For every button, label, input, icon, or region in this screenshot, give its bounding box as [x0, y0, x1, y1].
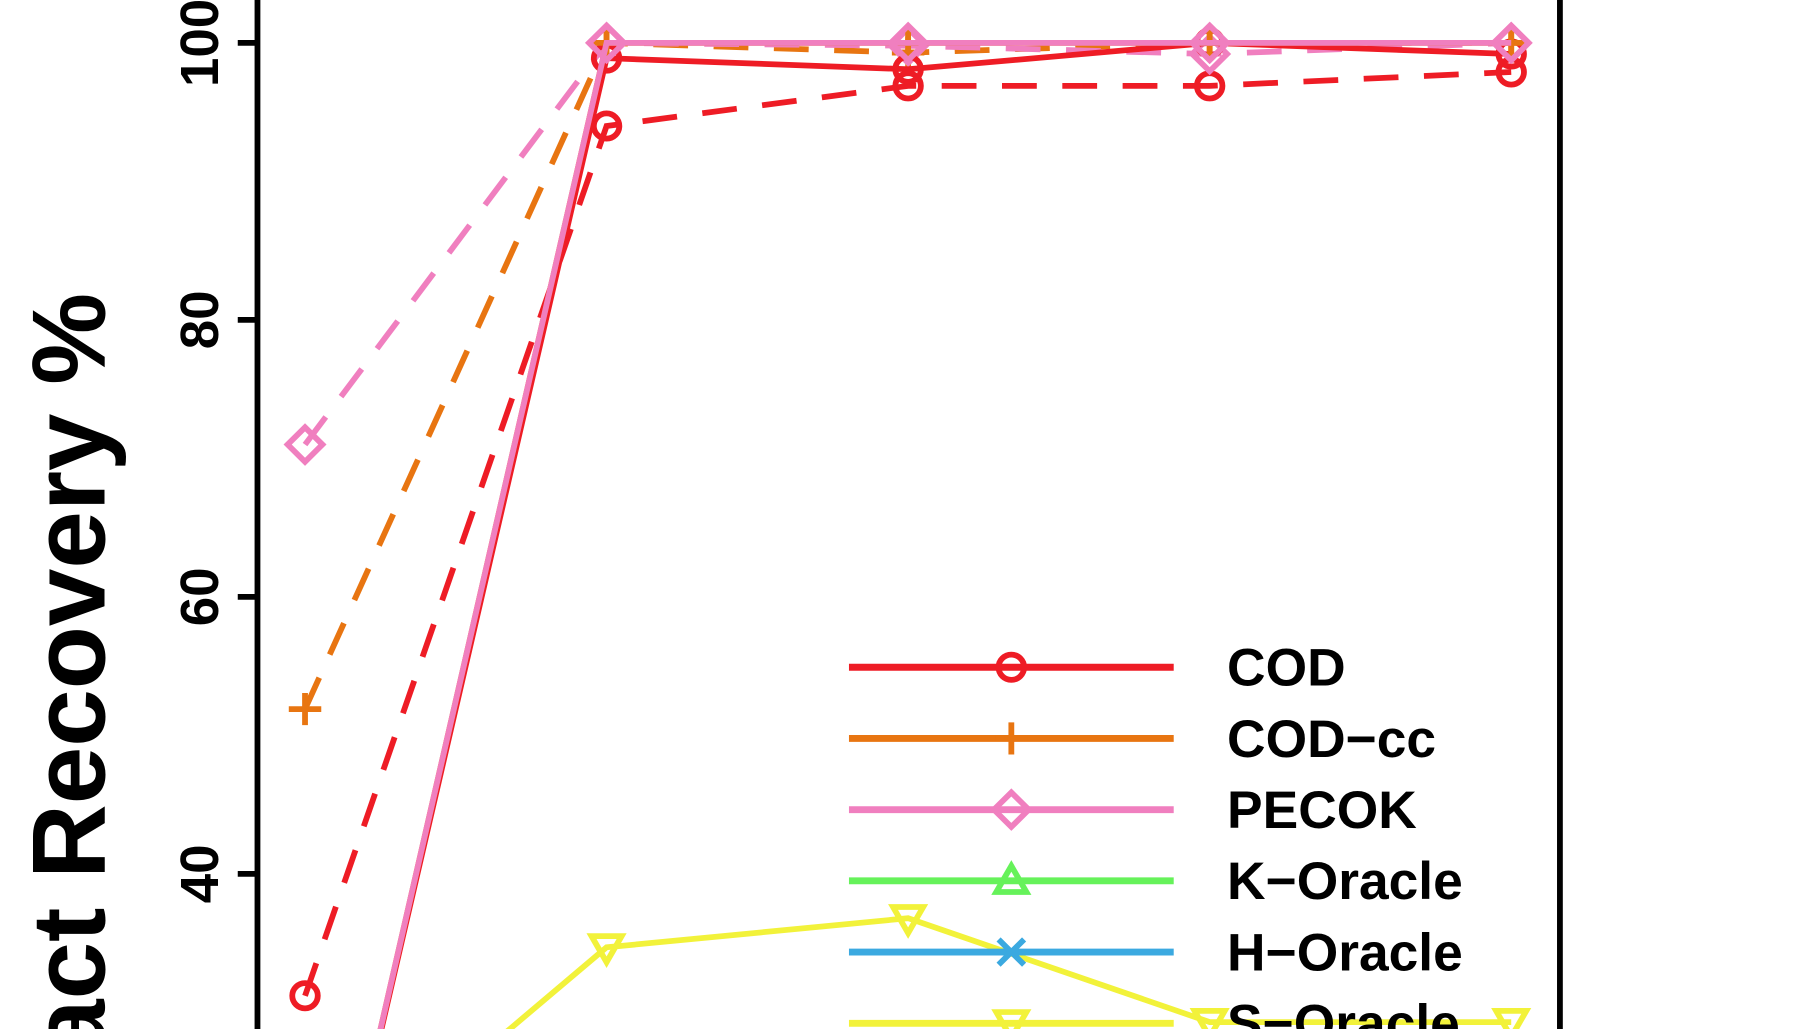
legend-label: COD−cc — [1227, 710, 1436, 769]
point-marker — [892, 53, 924, 85]
series-line — [302, 40, 1512, 711]
legend-label: S−Oracle — [1227, 995, 1460, 1029]
point-marker — [288, 693, 322, 726]
plot-area — [283, 21, 1533, 1029]
y-axis-label: act Recovery % — [11, 293, 128, 1029]
point-marker — [1188, 21, 1232, 65]
y-tick-label: 80 — [171, 291, 230, 350]
point-marker — [585, 21, 629, 65]
legend-label: PECOK — [1227, 781, 1417, 840]
y-tick-label: 100 — [171, 0, 230, 87]
point-marker — [1189, 1008, 1230, 1029]
series-line — [377, 40, 1512, 1029]
legend-label: COD — [1227, 639, 1346, 698]
point-marker — [590, 110, 623, 142]
point-marker — [892, 70, 924, 102]
series-line — [302, 69, 1512, 997]
point-marker — [1489, 21, 1533, 65]
point-marker — [886, 21, 930, 65]
legend-marker — [996, 937, 1027, 967]
legend-marker — [989, 788, 1033, 831]
y-tick-label: 60 — [171, 568, 230, 627]
legend: COD COD−cc PECOK K−Oracle H−Oracle S−Oracle — [848, 639, 1463, 1029]
point-marker — [586, 933, 627, 969]
y-tick-label: 40 — [171, 845, 230, 904]
legend-label: K−Oracle — [1227, 852, 1463, 911]
legend-marker — [991, 1009, 1032, 1029]
point-marker — [1194, 70, 1226, 102]
series-line — [505, 915, 1512, 1029]
series-line — [302, 40, 1512, 447]
legend-marker — [991, 860, 1032, 895]
legend-label: H−Oracle — [1227, 924, 1463, 983]
legend-marker — [995, 722, 1028, 755]
point-marker — [1491, 1008, 1532, 1029]
point-marker — [283, 423, 327, 466]
point-marker — [888, 904, 929, 939]
point-marker — [289, 980, 321, 1012]
legend-marker — [995, 651, 1027, 683]
